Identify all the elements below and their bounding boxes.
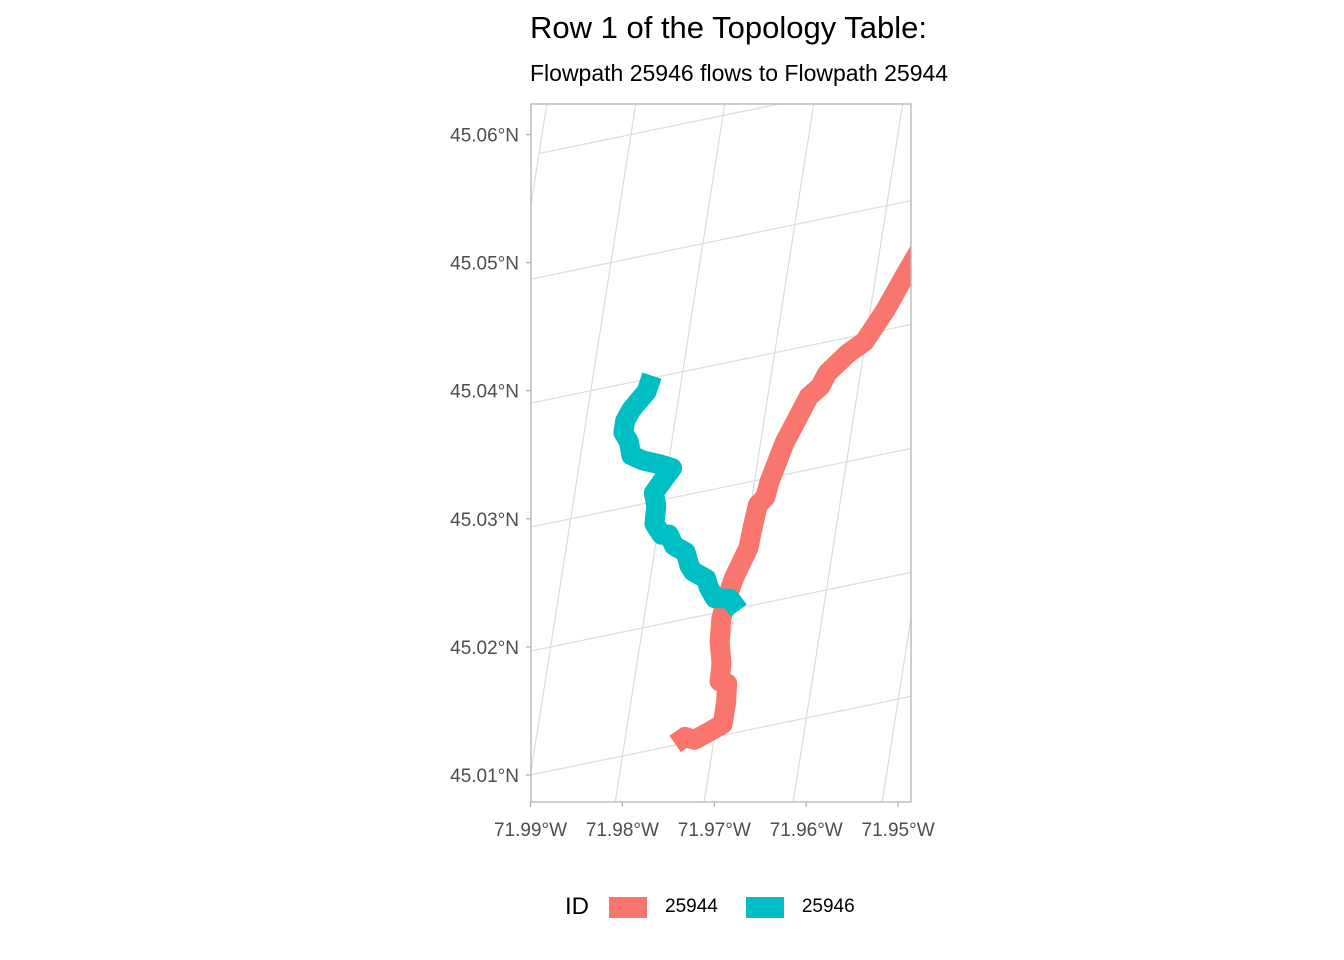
flowpath-25946 [613, 372, 747, 617]
x-tick-label-1: 71.98°W [586, 820, 659, 841]
x-tick-label-4: 71.95°W [862, 820, 935, 841]
y-tick-label-1: 45.05°N [450, 254, 519, 275]
panel-border [530, 103, 912, 803]
flowpath-25944 [669, 245, 911, 753]
legend-item-25944: 25944 [609, 896, 718, 918]
y-tick-label-2: 45.04°N [450, 382, 519, 403]
chart-title: Row 1 of the Topology Table: [530, 10, 927, 45]
y-tick-label-4: 45.02°N [450, 638, 519, 659]
flowpaths [613, 245, 911, 753]
gridline-lat-7 [559, 0, 1111, 25]
legend: ID 25944 25946 [565, 893, 883, 921]
gridline-lon-2 [614, 104, 726, 802]
gridline-lon-6 [960, 0, 1121, 872]
gridline-lon-3 [703, 104, 815, 802]
legend-key-25946 [745, 896, 784, 918]
axes: 45.06°N 45.05°N 45.04°N 45.03°N 45.02°N 45.01… [450, 126, 935, 842]
gridline-lon-4 [792, 104, 904, 802]
legend-item-25946: 25946 [745, 896, 855, 918]
y-tick-label-3: 45.03°N [450, 510, 519, 531]
gridline-lat-6 [538, 104, 782, 155]
gridline-lon-5 [881, 614, 911, 802]
x-tick-label-3: 71.96°W [770, 820, 843, 841]
legend-title: ID [565, 893, 589, 920]
legend-label-25946: 25946 [801, 896, 855, 917]
legend-key-25944 [609, 896, 647, 918]
gridline-lon-1 [531, 104, 637, 776]
x-tick-label-2: 71.97°W [678, 820, 751, 841]
chart-subtitle: Flowpath 25946 flows to Flowpath 25944 [530, 60, 949, 86]
legend-label-25944: 25944 [665, 896, 718, 917]
y-tick-label-5: 45.01°N [450, 766, 519, 787]
gridline-lon-0 [531, 104, 548, 209]
x-tick-label-0: 71.99°W [494, 820, 567, 841]
y-tick-label-0: 45.06°N [450, 126, 519, 147]
